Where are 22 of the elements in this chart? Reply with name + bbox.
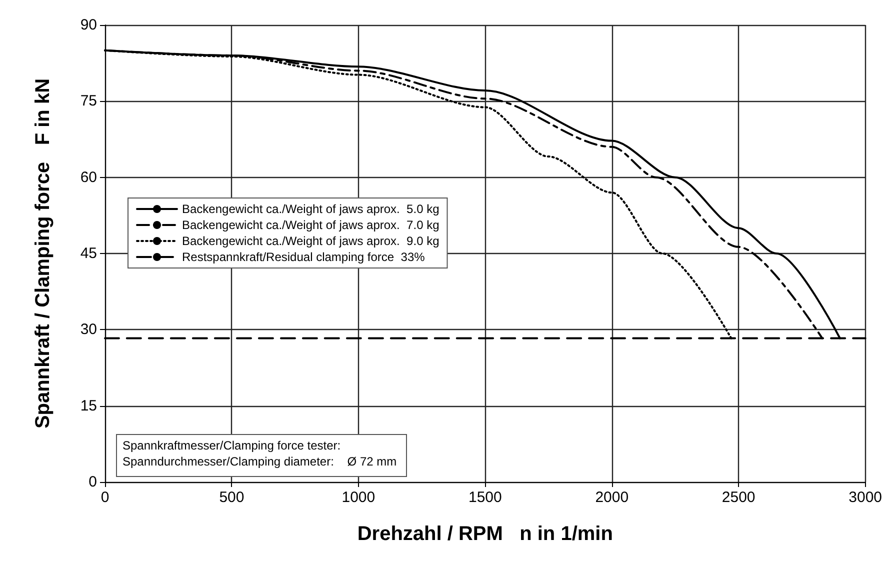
x-tick-label: 3000 (848, 489, 882, 506)
y-tick-label: 60 (80, 168, 97, 186)
y-tick-label: 45 (80, 245, 97, 262)
legend-label: Backengewicht ca./Weight of jaws aprox. 7.0 kg (182, 218, 440, 232)
y-tick-label: 90 (80, 16, 97, 34)
y-tick-label: 30 (80, 321, 97, 338)
legend-label: Backengewicht ca./Weight of jaws aprox. 9.0 kg (182, 234, 440, 248)
y-axis-title: Spannkraft / Clamping force F in kN (32, 78, 54, 429)
annotation: Spannkraftmesser/Clamping force tester: (122, 438, 341, 452)
x-tick-label: 1000 (342, 489, 376, 506)
y-tick-label: 75 (80, 92, 97, 110)
x-tick-label: 2000 (595, 489, 629, 506)
annotation: Spanndurchmesser/Clamping diameter: Ø 72 mm (122, 454, 397, 468)
y-tick-label: 0 (88, 474, 97, 490)
legend-label: Backengewicht ca./Weight of jaws aprox. 5.0 kg (182, 202, 440, 216)
x-tick-label: 500 (219, 489, 244, 506)
x-axis-title: Drehzahl / RPM n in 1/min (357, 523, 613, 545)
legend-label: Restspannkraft/Residual clamping force 33% (182, 250, 426, 264)
y-tick-label: 15 (80, 397, 97, 414)
x-tick-label: 0 (100, 489, 110, 506)
x-tick-label: 2500 (722, 489, 756, 506)
x-tick-label: 1500 (468, 489, 502, 506)
